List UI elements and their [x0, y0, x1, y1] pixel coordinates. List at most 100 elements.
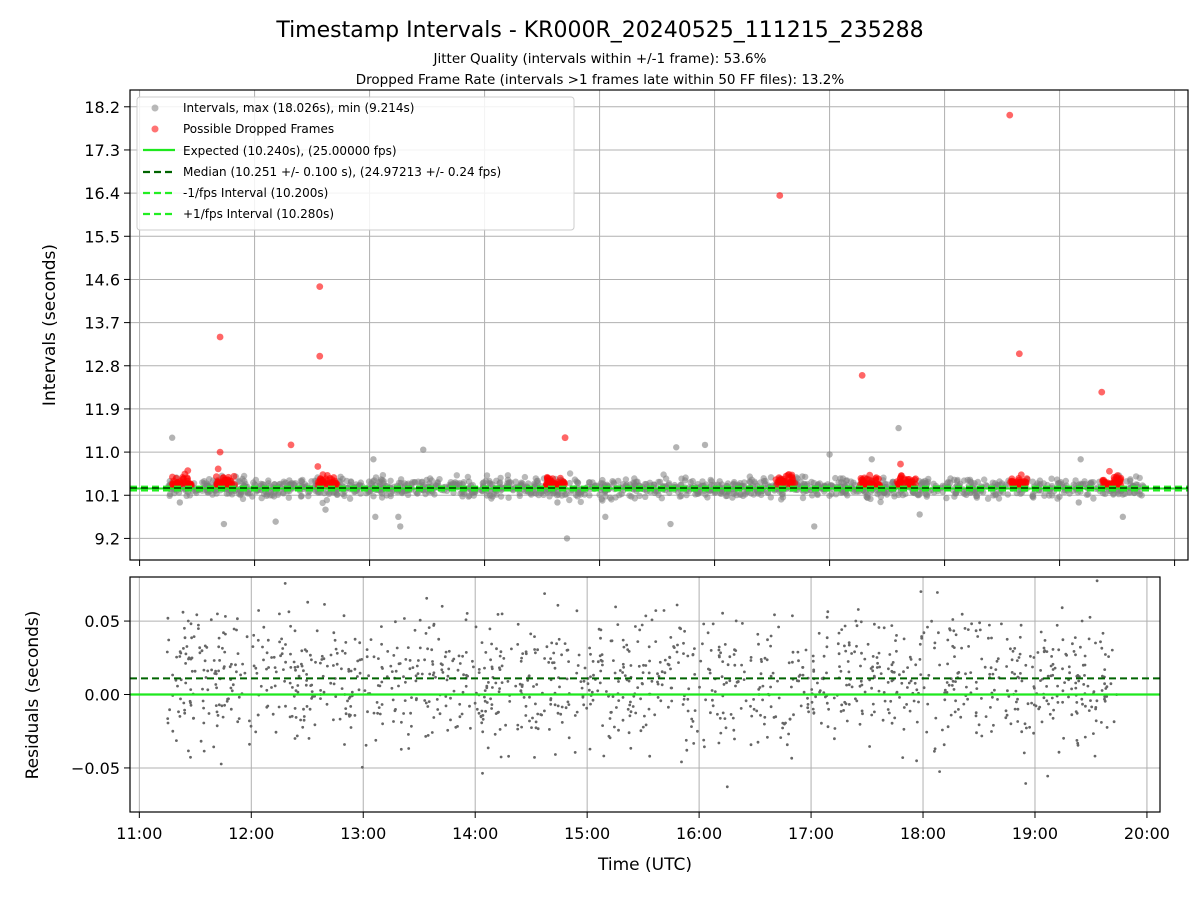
residual-point: [256, 713, 260, 717]
residual-point: [309, 684, 313, 687]
residual-point: [792, 713, 795, 717]
residual-point: [527, 674, 531, 678]
interval-outlier-point: [826, 451, 833, 458]
residual-point: [404, 658, 408, 661]
residual-point: [518, 682, 522, 686]
residual-point: [1075, 711, 1079, 715]
residual-point: [414, 679, 418, 683]
residual-point: [1074, 686, 1078, 690]
x-tick-label: 19:00: [1012, 824, 1058, 843]
residual-point: [203, 659, 207, 663]
residual-point: [464, 618, 468, 622]
residual-point: [882, 626, 886, 630]
interval-outlier-point: [673, 444, 680, 451]
intervals-y-tick-label: 16.4: [84, 184, 120, 203]
residual-point: [589, 702, 592, 706]
residual-point: [749, 743, 753, 747]
residual-point: [183, 636, 187, 640]
residual-point: [709, 649, 713, 652]
residual-point: [1004, 716, 1008, 720]
interval-point: [799, 494, 807, 502]
interval-point: [1041, 492, 1048, 499]
residual-point: [573, 751, 577, 754]
residual-point: [251, 645, 255, 648]
residual-point: [390, 670, 394, 673]
interval-outlier-point: [868, 456, 875, 463]
residual-point: [494, 681, 498, 685]
interval-point: [689, 477, 696, 485]
residual-point: [629, 710, 633, 714]
residual-point: [801, 666, 804, 669]
residual-point: [573, 714, 577, 717]
residual-point: [629, 664, 633, 667]
residual-point: [685, 748, 689, 752]
residual-point: [1087, 637, 1091, 641]
interval-point: [707, 476, 714, 484]
residual-point: [682, 641, 685, 645]
residual-point: [1032, 731, 1035, 735]
residual-point: [914, 663, 918, 667]
residual-point: [434, 675, 437, 679]
residual-point: [1049, 664, 1053, 668]
residual-point: [621, 662, 625, 666]
residual-point: [500, 664, 504, 668]
residual-point: [966, 628, 970, 631]
dropped-frame-point: [179, 474, 186, 481]
residual-point: [943, 688, 947, 692]
residual-point: [420, 672, 424, 676]
residual-point: [543, 592, 546, 595]
interval-point: [767, 494, 774, 501]
residual-point: [810, 700, 814, 704]
residual-point: [278, 640, 281, 644]
residual-point: [1100, 646, 1104, 650]
residual-point: [718, 655, 721, 659]
residual-point: [877, 651, 881, 655]
interval-point: [571, 476, 579, 483]
residual-point: [447, 649, 451, 653]
residual-point: [994, 668, 998, 671]
intervals-x-ticks: [139, 560, 1176, 566]
interval-point: [497, 493, 505, 500]
interval-point: [642, 493, 649, 500]
residual-point: [640, 623, 644, 627]
residuals-y-axis-label: Residuals (seconds): [23, 611, 43, 780]
residual-point: [918, 658, 922, 661]
residual-point: [967, 645, 970, 648]
interval-point: [1132, 473, 1140, 480]
interval-point: [241, 477, 248, 485]
residual-point: [1046, 674, 1050, 678]
residual-point: [404, 680, 407, 684]
residual-point: [256, 638, 260, 642]
residual-point: [1045, 699, 1049, 703]
residual-point: [349, 705, 353, 708]
residual-point: [817, 631, 821, 635]
interval-point: [850, 479, 857, 486]
residual-point: [806, 703, 810, 706]
residual-point: [959, 715, 963, 719]
residual-point: [369, 638, 373, 641]
residual-point: [873, 622, 876, 626]
interval-point: [460, 479, 467, 486]
residual-point: [181, 610, 185, 614]
residual-point: [996, 657, 1000, 661]
dropped-frame-point: [774, 478, 782, 486]
residual-point: [743, 670, 746, 674]
residual-point: [497, 710, 500, 714]
residual-point: [657, 675, 661, 678]
residual-point: [756, 740, 760, 744]
residual-point: [962, 702, 966, 706]
residual-point: [888, 653, 892, 656]
residual-point: [338, 717, 342, 721]
interval-point: [915, 492, 922, 499]
residual-point: [464, 651, 468, 654]
residual-point: [976, 635, 980, 638]
residual-point: [516, 622, 520, 626]
intervals-panel: 9.2 10.1 11.0 11.9 12.8 13.7 14.6 15.5 16.4 17.3 1…: [40, 89, 1189, 566]
residual-point: [930, 619, 933, 623]
residual-point: [855, 699, 859, 703]
residual-point: [872, 674, 876, 678]
interval-outlier-point: [667, 520, 674, 528]
residual-point: [945, 691, 949, 694]
interval-point: [280, 478, 287, 485]
dropped-frame-point: [216, 448, 224, 456]
